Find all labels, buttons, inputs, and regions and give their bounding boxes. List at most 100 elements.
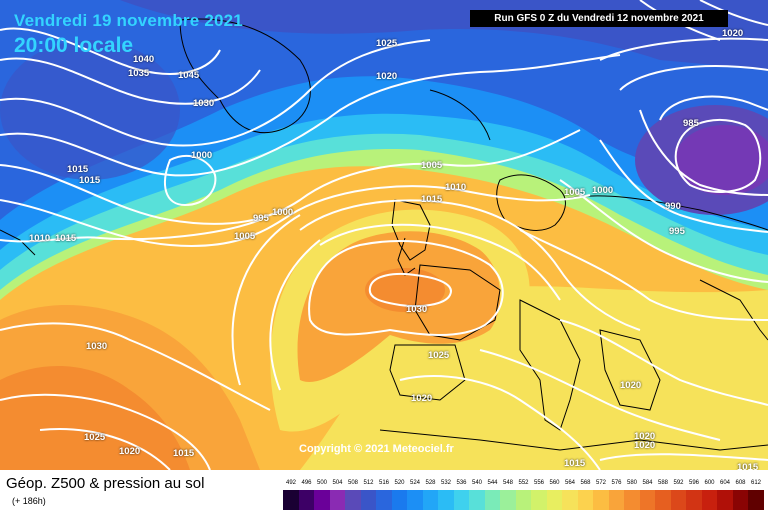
legend-tick-label: 552: [518, 480, 529, 486]
isobar-label: 1010: [29, 233, 51, 244]
isobar-label: 1020: [411, 393, 433, 404]
legend-swatch: [298, 490, 314, 510]
legend-tick-label: 592: [673, 480, 684, 486]
legend-swatch: [407, 490, 423, 510]
legend-tick-label: 528: [425, 480, 436, 486]
legend-tick-label: 512: [363, 480, 374, 486]
legend-tick-label: 540: [471, 480, 482, 486]
legend-swatch: [670, 490, 686, 510]
legend-tick-label: 496: [301, 480, 312, 486]
isobar-label: 995: [669, 226, 685, 237]
legend-swatch: [500, 490, 516, 510]
legend-swatch: [686, 490, 702, 510]
legend-tick-label: 556: [533, 480, 544, 486]
legend-swatch: [391, 490, 407, 510]
isobar-label: 990: [665, 201, 681, 212]
legend-swatch: [469, 490, 485, 510]
z500-low-greenland: [0, 40, 180, 180]
isobar-label: 1000: [191, 150, 213, 161]
weather-map: 1040 1045 1035 1030 1025 1020 1020 1015 …: [0, 0, 768, 470]
legend-tick-label: 532: [440, 480, 451, 486]
legend-tick-label: 524: [409, 480, 420, 486]
legend-swatch: [608, 490, 624, 510]
legend-tick-label: 520: [394, 480, 405, 486]
isobar-label: 1020: [722, 28, 744, 39]
legend-tick-label: 572: [595, 480, 606, 486]
z500-sw-core: [0, 366, 190, 470]
isobar-label: 1020: [620, 380, 642, 391]
z500-low-core: [675, 125, 768, 195]
isobar-label: 1040: [133, 54, 155, 65]
isobar-label: 1015: [67, 164, 89, 175]
legend-tick-label: 596: [688, 480, 699, 486]
legend-swatch: [515, 490, 531, 510]
legend-swatch: [453, 490, 469, 510]
legend-swatch: [422, 490, 438, 510]
isobar-label: 1030: [193, 98, 215, 109]
legend-swatch: [639, 490, 655, 510]
legend-tick-label: 508: [347, 480, 358, 486]
legend-swatch: [717, 490, 733, 510]
legend-swatch: [655, 490, 671, 510]
legend-swatch: [732, 490, 748, 510]
legend-swatch: [562, 490, 578, 510]
legend-swatch: [484, 490, 500, 510]
legend-tick-label: 544: [487, 480, 498, 486]
legend-swatch: [283, 490, 299, 510]
isobar-label: 1020: [634, 440, 656, 451]
coastlines: [0, 18, 768, 451]
isobar-label: 1020: [376, 71, 398, 82]
legend-tick-label: 580: [626, 480, 637, 486]
legend-swatch: [376, 490, 392, 510]
legend-swatch: [593, 490, 609, 510]
legend-tick-label: 576: [611, 480, 622, 486]
legend-tick-label: 612: [750, 480, 761, 486]
isobar-label: 1020: [119, 446, 141, 457]
isobar-label: 1045: [178, 70, 200, 81]
legend-swatch: [577, 490, 593, 510]
legend-swatch: [314, 490, 330, 510]
isobar-label: 1035: [128, 68, 150, 79]
isobar-label: 1025: [376, 38, 398, 49]
forecast-offset: (+ 186h): [12, 496, 46, 506]
geopotential-field: [0, 0, 768, 470]
isobar-label: 1025: [428, 350, 450, 361]
isobar-label: 1005: [234, 231, 256, 242]
legend-tick-label: 600: [704, 480, 715, 486]
legend-tick-label: 516: [378, 480, 389, 486]
isobar-label: 1020: [634, 431, 656, 442]
model-run-banner: Run GFS 0 Z du Vendredi 12 novembre 2021: [470, 10, 728, 27]
legend-swatch: [624, 490, 640, 510]
forecast-local-time: 20:00 locale: [14, 34, 134, 57]
legend-tick-label: 584: [642, 480, 653, 486]
legend-tick-label: 588: [657, 480, 668, 486]
legend-swatch: [345, 490, 361, 510]
legend-tick-label: 568: [580, 480, 591, 486]
legend-swatch: [360, 490, 376, 510]
isobar-label: 1015: [55, 233, 77, 244]
legend-swatch: [531, 490, 547, 510]
isobar-label: 1000: [272, 207, 294, 218]
isobar-label: 1010: [445, 182, 467, 193]
legend-tick-label: 564: [564, 480, 575, 486]
legend-tick-label: 548: [502, 480, 513, 486]
isobar-label: 1015: [421, 194, 443, 205]
forecast-date: Vendredi 19 novembre 2021: [14, 11, 243, 30]
legend-tick-label: 500: [316, 480, 327, 486]
isobar-label: 1030: [86, 341, 108, 352]
isobar-label: 1015: [173, 448, 195, 459]
z500-ridge-max: [365, 268, 445, 312]
legend-tick-label: 504: [332, 480, 343, 486]
isobar-label: 1030: [406, 304, 428, 315]
isobar-label: 985: [683, 118, 699, 129]
isobar-label: 1015: [737, 462, 759, 470]
isobar-label: 1005: [421, 160, 443, 171]
legend-tick-label: 608: [735, 480, 746, 486]
isobar-label: 995: [253, 213, 269, 224]
legend-tick-label: 492: [285, 480, 296, 486]
legend-swatch: [329, 490, 345, 510]
legend-tick-label: 604: [719, 480, 730, 486]
legend-swatch: [701, 490, 717, 510]
legend-swatch: [748, 490, 764, 510]
copyright-text: Copyright © 2021 Meteociel.fr: [299, 443, 454, 455]
